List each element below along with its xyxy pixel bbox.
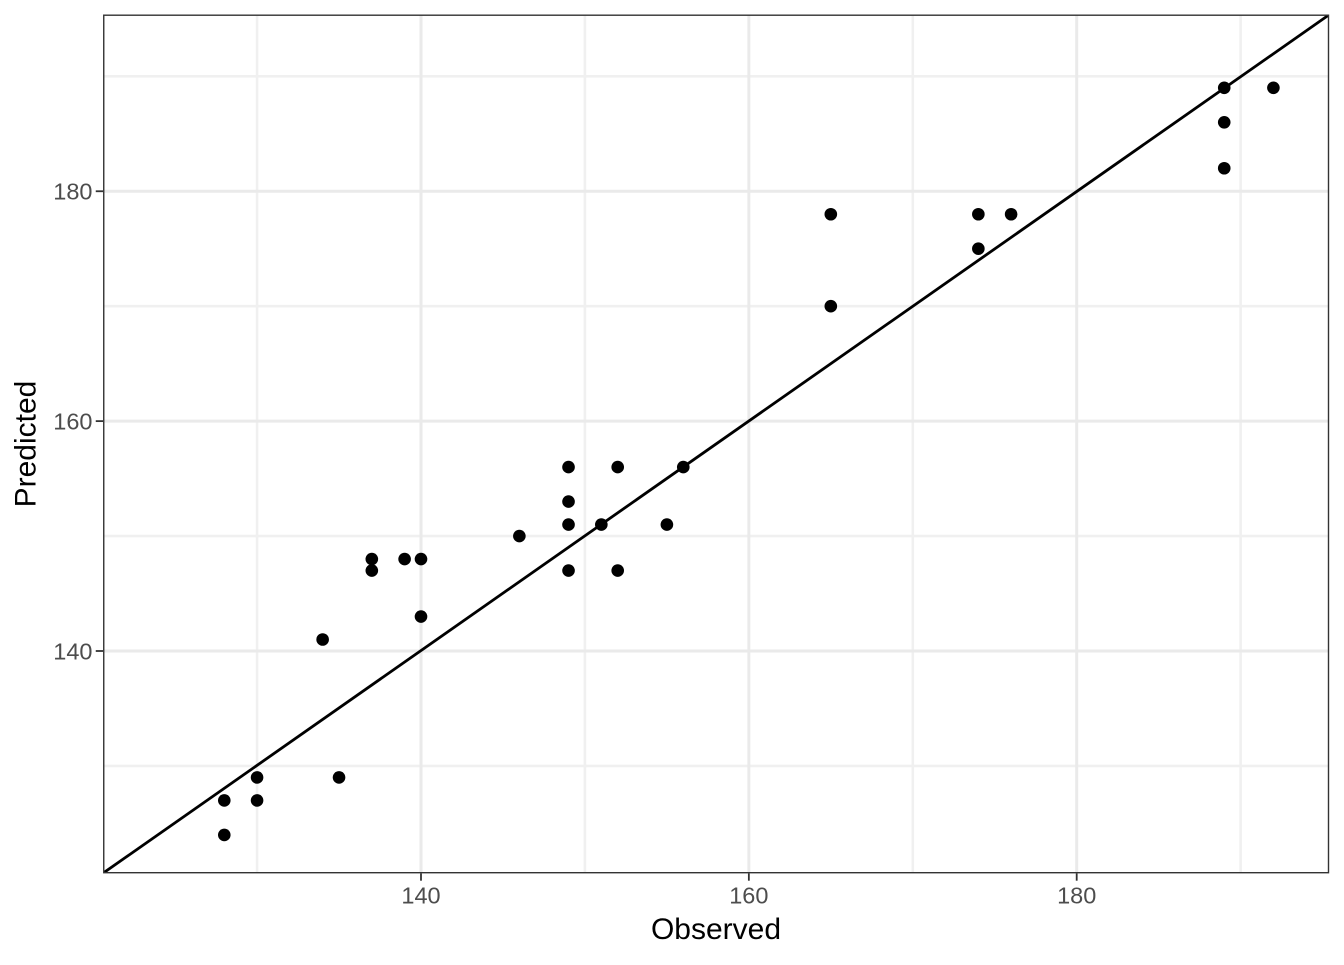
svg-text:140: 140 (53, 638, 92, 664)
svg-text:140: 140 (401, 883, 440, 909)
svg-text:180: 180 (1057, 883, 1096, 909)
svg-text:160: 160 (729, 883, 768, 909)
svg-text:180: 180 (53, 179, 92, 205)
svg-text:Predicted: Predicted (10, 381, 43, 508)
svg-text:Observed: Observed (651, 913, 781, 946)
svg-text:160: 160 (53, 408, 92, 434)
